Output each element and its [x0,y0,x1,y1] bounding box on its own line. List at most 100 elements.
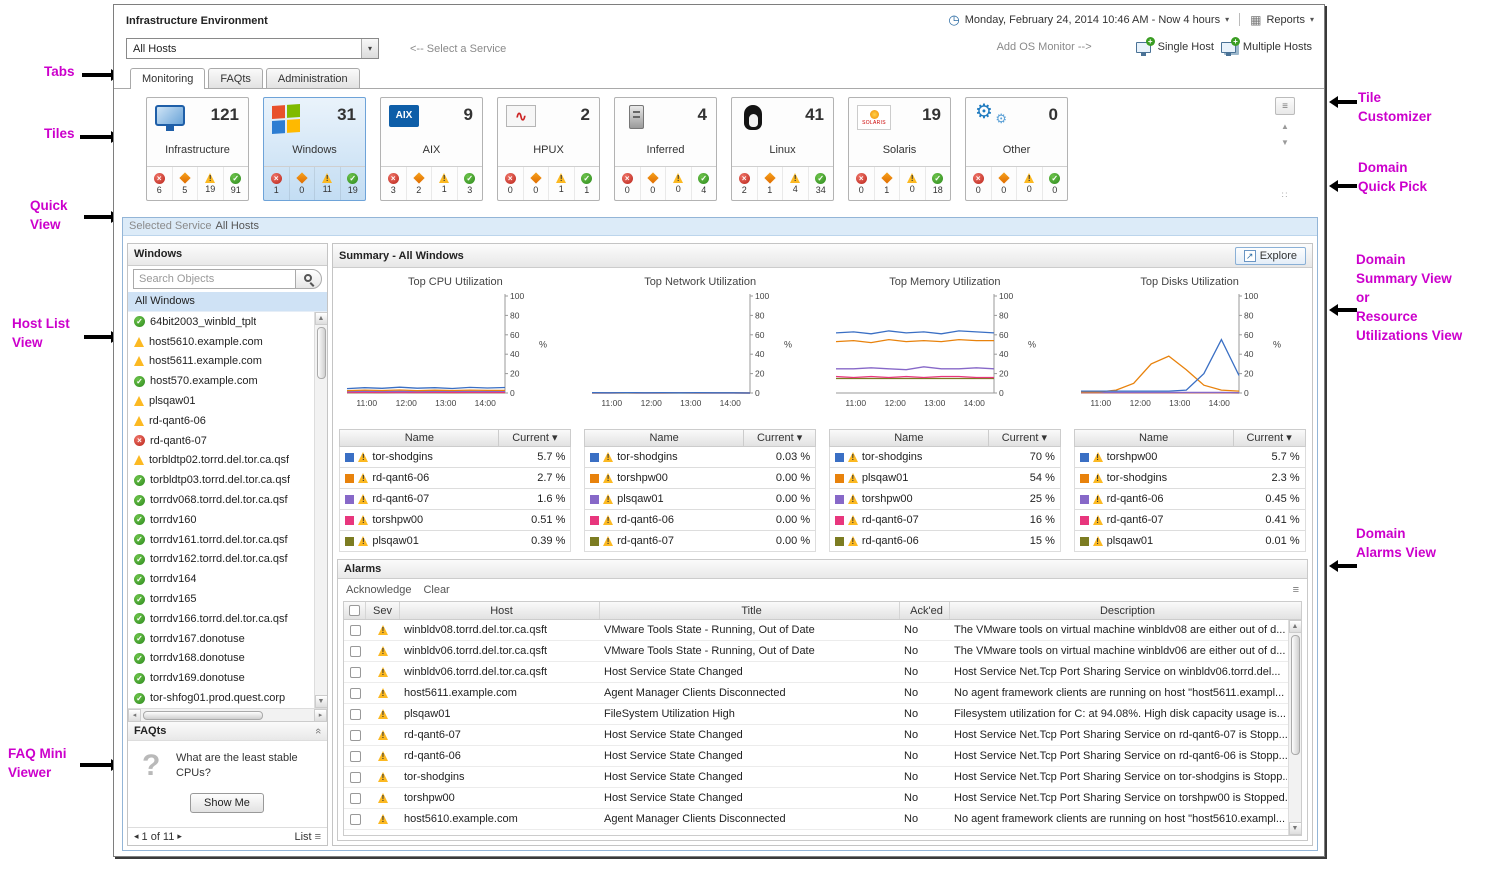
alarm-checkbox[interactable] [349,708,361,720]
clear-button[interactable]: Clear [423,584,450,596]
service-select-arrow[interactable]: ▾ [361,39,378,58]
alarm-checkbox[interactable] [349,813,361,825]
alarm-row[interactable]: winbldv06.torrd.del.tor.ca.qsft Host Serv… [344,662,1301,683]
explore-button[interactable]: ↗ Explore [1234,246,1306,265]
scrollbar-thumb[interactable] [1290,635,1300,755]
scroll-down-icon[interactable]: ▼ [1288,822,1301,835]
chart-table-row[interactable]: tor-shodgins 5.7 % [339,447,572,468]
alarm-row[interactable]: rd-qant6-07 Host Service State Changed No H… [344,725,1301,746]
alarms-menu-icon[interactable]: ≡ [1292,584,1299,596]
next-page-icon[interactable]: ▸ [177,831,182,841]
col-sev[interactable]: Sev [366,602,400,619]
alarm-row[interactable]: host5611.example.com Agent Manager Client… [344,683,1301,704]
col-description[interactable]: Description [1099,604,1156,617]
alarms-scrollbar[interactable]: ▲ ▼ [1288,620,1301,835]
chart-table-row[interactable]: torshpw00 5.7 % [1073,447,1306,468]
alarm-checkbox[interactable] [349,645,361,657]
tile-customizer-menu-icon[interactable]: ≡ [1275,97,1295,115]
host-list-item[interactable]: × rd-qant6-07 [128,431,314,451]
hscrollbar-thumb[interactable] [143,710,263,720]
reports-menu[interactable]: Reports [1266,13,1305,26]
host-list-item[interactable]: ✓ torrdv162.torrd.del.tor.ca.qsf [128,550,314,570]
alarm-row[interactable]: tor-shodgins Host Service State Changed No… [344,767,1301,788]
tab-administration[interactable]: Administration [265,68,360,88]
chart-table-row[interactable]: rd-qant6-06 0.00 % [584,510,817,531]
tile-scroll-up-icon[interactable]: ▲ [1281,122,1289,131]
single-host-button[interactable]: Single Host [1157,41,1214,53]
host-list-item[interactable]: ✓ torrdv164 [128,569,314,589]
col-host[interactable]: Host [400,602,600,619]
time-range[interactable]: Monday, February 24, 2014 10:46 AM - Now… [964,13,1221,26]
collapse-icon[interactable]: « [311,727,324,735]
col-name[interactable]: Name [404,432,435,444]
host-list-item[interactable]: ✓ torrdv161.torrd.del.tor.ca.qsf [128,530,314,550]
host-list-item[interactable]: ✓ tor-shfog01.prod.quest.corp [128,688,314,708]
scroll-down-icon[interactable]: ▼ [314,695,327,708]
alarm-row[interactable]: host5610.example.com Agent Manager Client… [344,809,1301,830]
select-all-checkbox[interactable] [349,605,360,616]
faqts-header[interactable]: FAQts « [128,721,327,741]
chart-table-row[interactable]: rd-qant6-06 0.45 % [1073,489,1306,510]
col-acked[interactable]: Ack'ed [900,602,950,619]
show-me-button[interactable]: Show Me [190,793,264,813]
chart-table-row[interactable]: tor-shodgins 70 % [828,447,1061,468]
host-list-item[interactable]: ✓ host570.example.com [128,371,314,391]
alarm-row[interactable]: plsqaw01 FileSystem Utilization High No Fil… [344,704,1301,725]
tile-customizer-grip[interactable]: ∷ [1281,190,1289,200]
tile-scroll-down-icon[interactable]: ▼ [1281,138,1289,147]
alarm-row[interactable]: torshpw00 Host Service State Changed No Hos… [344,788,1301,809]
chart-table-row[interactable]: torshpw00 0.00 % [584,468,817,489]
prev-page-icon[interactable]: ◂ [134,831,139,841]
alarm-checkbox[interactable] [349,792,361,804]
tile-linux[interactable]: 41 Linux ×2 1 4 ✓34 [731,97,834,201]
host-list-item[interactable]: torbldtp02.torrd.del.tor.ca.qsf [128,451,314,471]
scroll-up-icon[interactable]: ▲ [314,312,327,325]
alarm-checkbox[interactable] [349,750,361,762]
service-select[interactable]: All Hosts ▾ [126,38,379,59]
alarm-checkbox[interactable] [349,771,361,783]
acknowledge-button[interactable]: Acknowledge [346,584,412,596]
chart-table-row[interactable]: plsqaw01 0.39 % [339,531,572,552]
scroll-left-icon[interactable]: ◂ [128,708,141,722]
col-title[interactable]: Title [600,602,900,619]
chart-table-row[interactable]: rd-qant6-07 1.6 % [339,489,572,510]
chart-table-row[interactable]: torshpw00 25 % [828,489,1061,510]
search-button[interactable] [295,269,322,289]
scroll-up-icon[interactable]: ▲ [1288,620,1301,633]
chart-table-row[interactable]: rd-qant6-06 2.7 % [339,468,572,489]
host-list-item[interactable]: plsqaw01 [128,391,314,411]
col-current[interactable]: Current ▾ [743,430,815,446]
time-range-dropdown-arrow[interactable]: ▾ [1225,15,1230,24]
host-list-item[interactable]: host5610.example.com [128,332,314,352]
alarm-row[interactable]: winbldv08.torrd.del.tor.ca.qsft VMware To… [344,620,1301,641]
chart-table-row[interactable]: plsqaw01 54 % [828,468,1061,489]
host-list-scrollbar[interactable]: ▲ ▼ [314,312,327,708]
col-name[interactable]: Name [1138,432,1169,444]
col-name[interactable]: Name [894,432,924,444]
host-list-item[interactable]: rd-qant6-06 [128,411,314,431]
scrollbar-thumb[interactable] [316,327,326,379]
chart-table-row[interactable]: rd-qant6-06 15 % [828,531,1061,552]
host-list-item[interactable]: ✓ torrdv168.donotuse [128,649,314,669]
alarm-checkbox[interactable] [349,729,361,741]
host-list-item[interactable]: ✓ torrdv167.donotuse [128,629,314,649]
host-list-item[interactable]: ✓ torrdv165 [128,589,314,609]
scroll-right-icon[interactable]: ▸ [314,708,327,722]
tab-monitoring[interactable]: Monitoring [130,68,206,89]
tile-infrastructure[interactable]: 121 Infrastructure ×6 5 19 ✓91 [146,97,249,201]
alarm-checkbox[interactable] [349,666,361,678]
chart-table-row[interactable]: torshpw00 0.51 % [339,510,572,531]
host-list-item[interactable]: ✓ torrdv169.donotuse [128,668,314,688]
host-list-item[interactable]: ✓ 64bit2003_winbld_tplt [128,312,314,332]
all-windows-item[interactable]: All Windows [128,292,327,312]
chart-table-row[interactable]: plsqaw01 0.00 % [584,489,817,510]
chart-table-row[interactable]: rd-qant6-07 0.00 % [584,531,817,552]
reports-dropdown-arrow[interactable]: ▾ [1309,15,1314,24]
tab-faqts[interactable]: FAQts [208,68,263,88]
alarm-row[interactable]: winbldv06.torrd.del.tor.ca.qsft VMware To… [344,641,1301,662]
faq-list-toggle[interactable]: List ≡ [294,831,321,843]
